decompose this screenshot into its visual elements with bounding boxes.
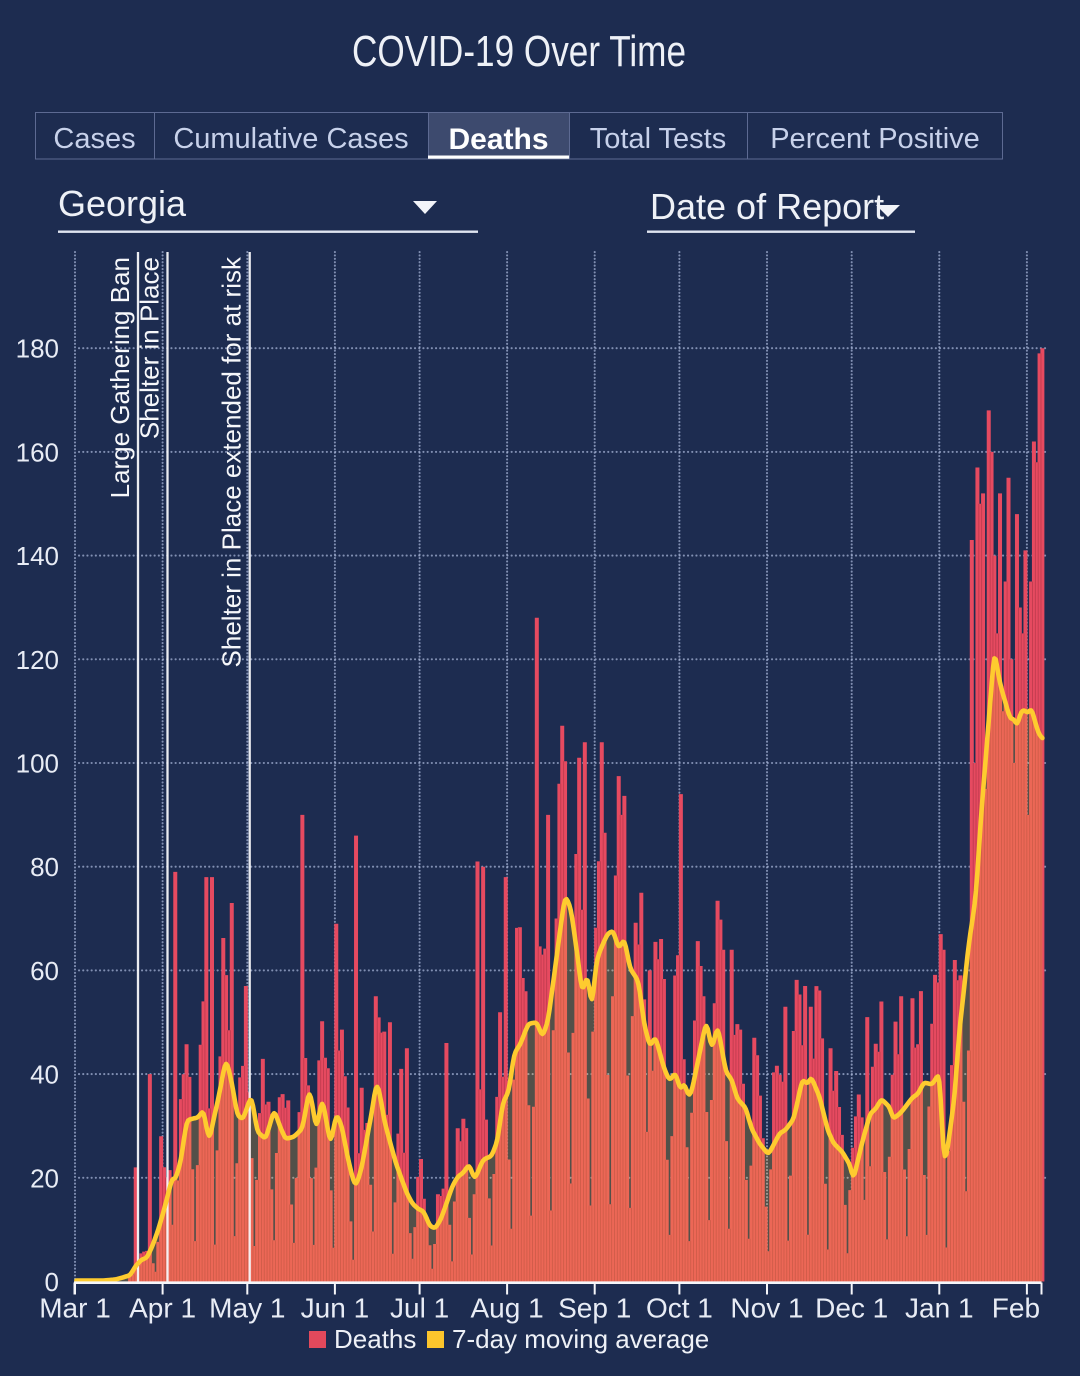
svg-text:0: 0 — [45, 1267, 59, 1297]
svg-text:140: 140 — [16, 541, 59, 571]
svg-text:Date of Report: Date of Report — [650, 186, 884, 227]
svg-text:Dec 1: Dec 1 — [815, 1293, 888, 1324]
svg-text:Shelter in Place extended for: Shelter in Place extended for at risk — [217, 256, 247, 667]
svg-text:80: 80 — [30, 852, 59, 882]
svg-text:Shelter in Place: Shelter in Place — [135, 257, 165, 439]
svg-text:120: 120 — [16, 645, 59, 675]
svg-text:Percent Positive: Percent Positive — [770, 123, 980, 155]
svg-text:Sep 1: Sep 1 — [558, 1293, 631, 1324]
svg-text:Large Gathering Ban: Large Gathering Ban — [105, 257, 135, 498]
svg-text:Apr 1: Apr 1 — [129, 1293, 196, 1324]
svg-text:Jun 1: Jun 1 — [301, 1293, 370, 1324]
svg-text:Deaths: Deaths — [448, 123, 548, 156]
svg-text:20: 20 — [30, 1163, 59, 1193]
svg-text:7-day moving average: 7-day moving average — [452, 1324, 709, 1354]
svg-text:Feb: Feb — [992, 1293, 1040, 1324]
svg-text:Mar 1: Mar 1 — [39, 1293, 111, 1324]
svg-text:40: 40 — [30, 1060, 59, 1090]
svg-text:Cases: Cases — [53, 123, 135, 155]
svg-text:Deaths: Deaths — [334, 1324, 416, 1354]
svg-text:Jul 1: Jul 1 — [390, 1293, 449, 1324]
svg-text:Georgia: Georgia — [58, 183, 187, 224]
svg-text:COVID-19 Over Time: COVID-19 Over Time — [352, 27, 686, 76]
svg-text:60: 60 — [30, 956, 59, 986]
svg-text:Aug 1: Aug 1 — [471, 1293, 544, 1324]
svg-text:Cumulative Cases: Cumulative Cases — [173, 123, 408, 155]
svg-text:Jan 1: Jan 1 — [905, 1293, 974, 1324]
svg-text:May 1: May 1 — [209, 1293, 285, 1324]
svg-text:180: 180 — [16, 334, 59, 364]
svg-text:Nov 1: Nov 1 — [730, 1293, 803, 1324]
svg-text:100: 100 — [16, 749, 59, 779]
svg-text:160: 160 — [16, 437, 59, 467]
svg-text:Oct 1: Oct 1 — [646, 1293, 713, 1324]
svg-text:Total Tests: Total Tests — [590, 123, 726, 155]
